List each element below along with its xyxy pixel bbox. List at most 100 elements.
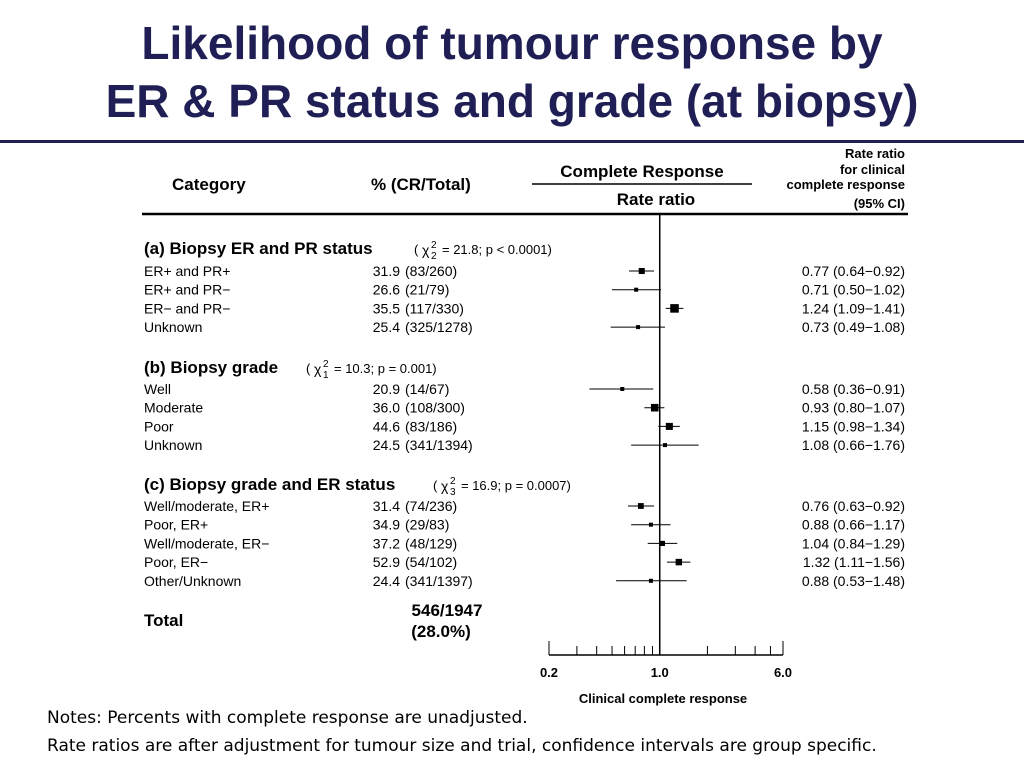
row-rate-ratio-ci: 0.76 (0.63−0.92) [802,498,905,514]
chi-subscript: 2 [431,251,437,262]
chi-subscript: 3 [450,487,456,498]
row-label: ER− and PR− [144,300,230,316]
row-rate-ratio-ci: 1.15 (0.98−1.34) [802,418,905,434]
row-label: Unknown [144,437,202,453]
row-rate-ratio-ci: 0.93 (0.80−1.07) [802,400,905,416]
point-estimate-box [648,578,653,583]
total-percent: (28.0%) [411,622,471,641]
group-stat-value: = 21.8; p < 0.0001) [442,242,552,257]
title-divider [0,140,1024,143]
row-counts: (341/1394) [405,437,473,453]
header-category: Category [172,175,246,194]
row-counts: (21/79) [405,282,449,298]
row-label: Poor, ER+ [144,517,208,533]
slide-title: Likelihood of tumour response by ER & PR… [0,14,1024,130]
row-percent: 34.9 [373,517,400,533]
group-stat-paren: ( [433,478,438,493]
title-line-1: Likelihood of tumour response by [141,17,883,69]
row-rate-ratio-ci: 1.08 (0.66−1.76) [802,437,905,453]
total-counts: 546/1947 [412,601,483,620]
chi-symbol: χ [422,242,430,258]
row-rate-ratio-ci: 0.88 (0.53−1.48) [802,573,905,589]
row-percent: 44.6 [373,418,400,434]
x-tick-label: 6.0 [774,665,792,680]
chi-superscript: 2 [450,476,456,487]
notes: Notes: Percents with complete response a… [47,704,877,760]
row-counts: (29/83) [405,517,449,533]
row-label: ER+ and PR− [144,282,230,298]
notes-line-2: Rate ratios are after adjustment for tum… [47,736,877,756]
point-estimate-box [665,422,673,430]
row-percent: 24.5 [373,437,400,453]
point-estimate-box [620,387,625,391]
header-ci-line-3: complete response [787,177,906,192]
notes-line-1: Notes: Percents with complete response a… [47,708,528,728]
row-percent: 31.4 [373,498,400,514]
header-percent: % (CR/Total) [371,175,471,194]
header-ci-line-2: for clinical [840,162,905,177]
row-percent: 35.5 [373,300,400,316]
row-counts: (325/1278) [405,319,473,335]
row-counts: (74/236) [405,498,457,514]
row-rate-ratio-ci: 1.04 (0.84−1.29) [802,535,905,551]
row-counts: (117/330) [405,300,464,316]
group-title: (b) Biopsy grade [144,358,278,377]
row-percent: 52.9 [373,554,400,570]
row-rate-ratio-ci: 0.88 (0.66−1.17) [802,517,905,533]
row-label: Well/moderate, ER− [144,535,269,551]
row-rate-ratio-ci: 0.73 (0.49−1.08) [802,319,905,335]
row-counts: (14/67) [405,381,449,397]
total-label: Total [144,611,183,630]
title-line-2: ER & PR status and grade (at biopsy) [105,75,919,127]
row-label: Poor [144,418,174,434]
group-stat-value: = 10.3; p = 0.001) [334,361,437,376]
row-counts: (108/300) [405,400,465,416]
row-rate-ratio-ci: 0.77 (0.64−0.92) [802,263,905,279]
chi-symbol: χ [441,478,449,494]
row-label: Poor, ER− [144,554,208,570]
row-percent: 24.4 [373,573,400,589]
row-percent: 26.6 [373,282,400,298]
row-label: Unknown [144,319,202,335]
x-axis-label: Clinical complete response [579,691,747,706]
chi-subscript: 1 [323,370,329,381]
header-ci-line-4: (95% CI) [854,196,905,211]
row-percent: 20.9 [373,381,400,397]
point-estimate-box [650,403,659,412]
row-counts: (83/186) [405,418,457,434]
group-stat-value: = 16.9; p = 0.0007) [461,478,571,493]
point-estimate-box [648,522,653,527]
point-estimate-box [659,540,665,546]
x-tick-label: 1.0 [651,665,669,680]
chi-superscript: 2 [323,359,329,370]
chi-symbol: χ [314,361,322,377]
row-counts: (83/260) [405,263,457,279]
row-counts: (48/129) [405,535,457,551]
row-label: Well [144,381,171,397]
row-percent: 37.2 [373,535,400,551]
row-rate-ratio-ci: 0.58 (0.36−0.91) [802,381,905,397]
group-title: (a) Biopsy ER and PR status [144,239,373,258]
x-tick-label: 0.2 [540,665,558,680]
point-estimate-box [637,503,644,509]
chi-superscript: 2 [431,240,437,251]
row-rate-ratio-ci: 1.24 (1.09−1.41) [802,300,905,316]
row-percent: 25.4 [373,319,400,335]
row-percent: 36.0 [373,400,400,416]
point-estimate-box [636,325,641,330]
row-label: Moderate [144,400,203,416]
point-estimate-box [638,267,645,275]
point-estimate-box [663,443,668,448]
row-label: Other/Unknown [144,573,241,589]
group-stat-paren: ( [414,242,419,257]
header-plot-top: Complete Response [560,162,723,181]
row-label: ER+ and PR+ [144,263,230,279]
row-rate-ratio-ci: 0.71 (0.50−1.02) [802,282,905,298]
point-estimate-box [670,304,679,313]
point-estimate-box [634,287,639,292]
row-label: Well/moderate, ER+ [144,498,269,514]
row-percent: 31.9 [373,263,400,279]
row-counts: (54/102) [405,554,457,570]
point-estimate-box [675,558,683,566]
